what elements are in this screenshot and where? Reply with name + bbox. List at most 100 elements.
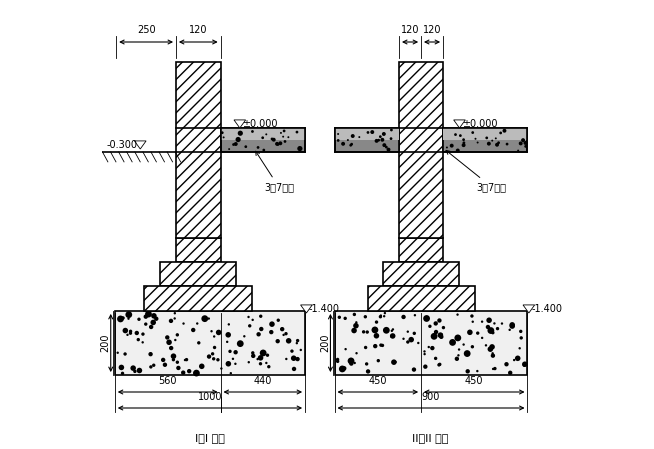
Point (470, 135, 481, 142)
Point (289, 365, 300, 373)
Point (468, 129, 478, 136)
Point (143, 311, 154, 318)
Point (224, 145, 234, 153)
Point (521, 143, 531, 150)
Point (292, 339, 302, 347)
Point (199, 315, 210, 322)
Point (277, 326, 287, 333)
Point (141, 321, 151, 328)
Point (184, 368, 194, 375)
Point (360, 344, 371, 351)
Point (483, 323, 493, 330)
Point (213, 329, 224, 336)
Polygon shape (454, 120, 466, 128)
FancyBboxPatch shape (399, 238, 443, 262)
Point (435, 331, 445, 339)
Point (292, 128, 302, 136)
Point (379, 130, 389, 137)
Point (339, 365, 349, 372)
Polygon shape (301, 305, 312, 313)
Point (351, 319, 362, 326)
Point (168, 356, 179, 363)
FancyBboxPatch shape (443, 128, 528, 152)
Point (223, 360, 233, 367)
Point (141, 313, 151, 320)
Point (434, 361, 445, 368)
Point (275, 140, 286, 147)
Point (363, 368, 373, 375)
FancyBboxPatch shape (176, 62, 220, 238)
Point (520, 139, 530, 146)
Point (472, 367, 483, 374)
Point (280, 138, 290, 145)
Point (375, 313, 386, 320)
Point (332, 358, 343, 365)
Point (467, 313, 477, 320)
Point (388, 359, 399, 366)
Point (247, 316, 258, 323)
Point (213, 356, 223, 363)
Point (386, 135, 396, 142)
Point (346, 360, 356, 367)
Point (505, 369, 515, 376)
Text: 3：7灰土: 3：7灰土 (446, 150, 507, 192)
Point (370, 326, 380, 334)
Point (509, 357, 519, 364)
Point (390, 358, 401, 365)
Point (434, 317, 445, 324)
Point (388, 326, 398, 333)
Point (145, 351, 156, 358)
Point (507, 322, 517, 330)
Point (253, 144, 264, 151)
Point (421, 315, 432, 322)
Point (170, 336, 181, 343)
Text: -1.400: -1.400 (531, 304, 562, 314)
Point (256, 313, 266, 320)
Point (117, 370, 128, 377)
Point (453, 335, 463, 342)
Point (343, 136, 353, 144)
Point (363, 129, 373, 136)
Point (295, 145, 305, 152)
Point (487, 350, 498, 357)
Point (398, 335, 409, 343)
FancyBboxPatch shape (220, 128, 305, 152)
Point (454, 346, 464, 353)
Point (115, 315, 126, 322)
Point (362, 329, 373, 336)
Point (226, 370, 236, 377)
Point (427, 344, 438, 352)
Point (228, 141, 239, 148)
Point (413, 339, 424, 347)
Point (387, 327, 397, 335)
Point (472, 330, 483, 337)
FancyBboxPatch shape (399, 62, 443, 238)
Point (129, 368, 140, 375)
Point (235, 340, 245, 347)
Point (283, 134, 294, 141)
Point (165, 317, 176, 325)
Text: 200: 200 (320, 334, 330, 352)
Polygon shape (234, 120, 246, 128)
Point (424, 323, 435, 330)
Point (349, 327, 359, 334)
Point (216, 365, 226, 372)
Point (112, 349, 123, 357)
Point (483, 140, 494, 147)
Text: 120: 120 (422, 25, 441, 35)
Point (504, 326, 515, 334)
Point (203, 315, 214, 322)
Point (262, 352, 273, 359)
Point (420, 363, 430, 370)
Point (228, 355, 238, 362)
Point (188, 326, 198, 334)
Point (515, 328, 526, 335)
Point (258, 134, 268, 141)
Point (424, 343, 434, 351)
Point (518, 136, 528, 144)
Point (434, 361, 444, 369)
Point (507, 321, 517, 329)
Point (151, 315, 162, 322)
Point (266, 329, 277, 336)
Point (128, 365, 139, 372)
